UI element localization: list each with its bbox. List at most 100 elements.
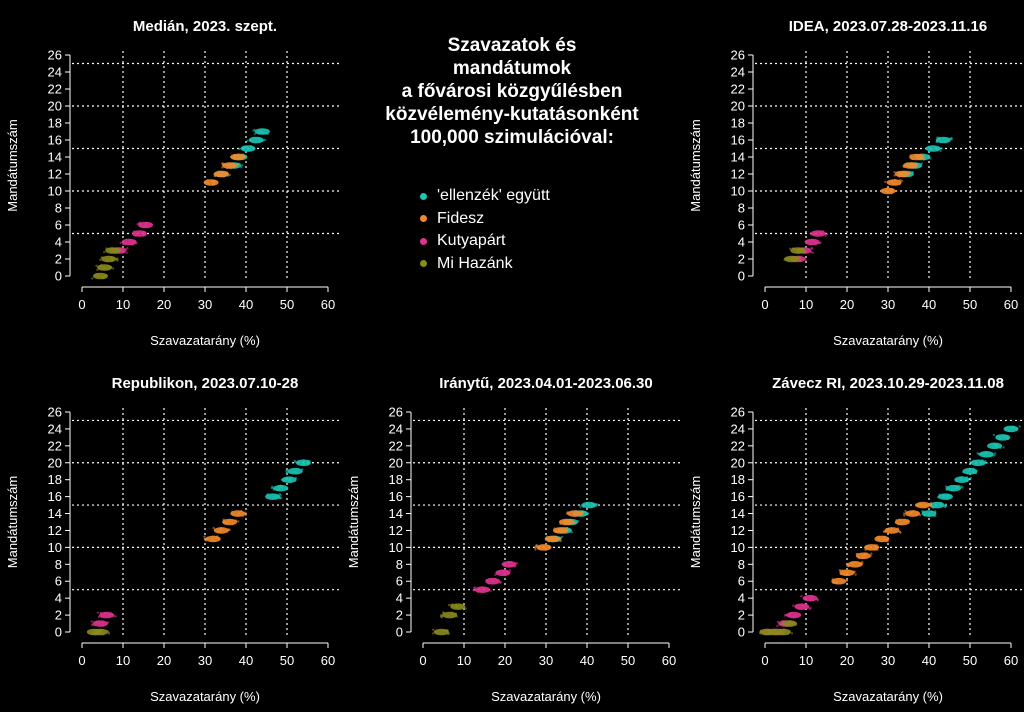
- data-point-scatter: [221, 162, 224, 165]
- data-point-scatter: [844, 570, 848, 574]
- data-point-scatter: [204, 539, 208, 542]
- data-point-scatter: [899, 174, 903, 178]
- data-point-scatter: [945, 494, 949, 498]
- y-tick-label: 22: [48, 82, 62, 97]
- data-point-scatter: [260, 139, 263, 143]
- data-point-scatter: [798, 259, 801, 262]
- y-tick-label: 14: [48, 150, 62, 165]
- data-point-scatter: [114, 615, 117, 618]
- data-point-scatter: [935, 140, 939, 143]
- y-tick-label: 20: [731, 99, 745, 114]
- data-point-scatter: [212, 183, 216, 186]
- data-point-scatter: [102, 624, 105, 627]
- data-point-scatter: [564, 531, 568, 534]
- data-point-scatter: [489, 589, 492, 593]
- data-point-scatter: [772, 628, 776, 632]
- data-point-scatter: [1002, 446, 1005, 449]
- data-point-scatter: [966, 477, 970, 481]
- data-point-scatter: [145, 221, 149, 225]
- x-axis-label: Szavazatarány (%): [833, 333, 943, 348]
- y-tick-label: 24: [48, 421, 62, 436]
- data-point-scatter: [915, 162, 918, 166]
- data-point-scatter: [920, 162, 924, 165]
- x-tick-label: 40: [239, 297, 253, 312]
- data-point-scatter: [232, 153, 235, 157]
- y-tick-label: 10: [48, 540, 62, 555]
- data-point-scatter: [943, 139, 947, 143]
- data-point-scatter: [233, 165, 236, 168]
- legend-item: Fidesz: [420, 208, 550, 231]
- chart-panel: Závecz RI, 2023.10.29-2023.11.0802468101…: [688, 375, 1023, 704]
- data-point-scatter: [1007, 429, 1010, 433]
- data-point-scatter: [558, 530, 561, 533]
- data-point-scatter: [883, 535, 887, 539]
- data-point-scatter: [434, 631, 437, 634]
- data-point-scatter: [902, 512, 906, 515]
- data-point-scatter: [934, 510, 937, 513]
- data-point-scatter: [222, 521, 226, 525]
- data-point-scatter: [93, 620, 96, 624]
- x-tick-label: 40: [922, 297, 936, 312]
- data-point-scatter: [997, 445, 1000, 449]
- data-point-scatter: [210, 538, 214, 542]
- data-point-scatter: [919, 165, 922, 168]
- data-point-scatter: [212, 526, 215, 530]
- chart-panel: IDEA, 2023.07.28-2023.11.160246810121416…: [688, 18, 1023, 348]
- x-tick-label: 10: [799, 653, 813, 668]
- data-point-scatter: [227, 519, 231, 523]
- y-tick-label: 6: [738, 574, 745, 589]
- data-point-scatter: [211, 536, 214, 539]
- data-point-scatter: [809, 242, 813, 246]
- data-point-scatter: [253, 132, 257, 135]
- y-tick-label: 14: [731, 506, 745, 521]
- data-point-scatter: [455, 615, 458, 618]
- x-tick-label: 60: [321, 653, 335, 668]
- data-point-scatter: [911, 165, 915, 169]
- y-tick-label: 8: [396, 557, 403, 572]
- data-point-scatter: [811, 239, 814, 242]
- data-point-scatter: [225, 171, 229, 175]
- data-point-scatter: [787, 632, 790, 635]
- data-point-scatter: [306, 463, 310, 466]
- data-point-scatter: [479, 589, 483, 593]
- data-point-scatter: [938, 138, 941, 142]
- data-point-scatter: [232, 163, 235, 166]
- data-point-scatter: [885, 539, 888, 543]
- y-tick-label: 22: [48, 438, 62, 453]
- x-tick-label: 20: [157, 653, 171, 668]
- data-point-scatter: [546, 545, 550, 548]
- y-tick-label: 18: [731, 116, 745, 131]
- data-point-scatter: [238, 511, 241, 515]
- data-point-scatter: [97, 615, 101, 619]
- data-point-scatter: [96, 268, 99, 272]
- data-point-scatter: [149, 222, 152, 225]
- data-point-scatter: [889, 528, 893, 531]
- y-tick-label: 12: [48, 167, 62, 182]
- data-point-scatter: [969, 460, 972, 463]
- data-point-scatter: [284, 478, 287, 482]
- data-point-scatter: [997, 437, 1001, 440]
- data-point-scatter: [974, 463, 978, 466]
- y-tick-label: 2: [396, 608, 403, 623]
- data-point-scatter: [135, 242, 138, 245]
- y-tick-label: 24: [731, 421, 745, 436]
- data-point-scatter: [1014, 426, 1017, 430]
- data-point-scatter: [881, 189, 884, 192]
- legend-label: Mi Hazánk: [437, 254, 513, 272]
- data-point-scatter: [303, 462, 306, 466]
- y-tick-label: 20: [731, 455, 745, 470]
- data-point-scatter: [1005, 426, 1008, 429]
- data-point-scatter: [124, 242, 127, 245]
- data-point-scatter: [440, 616, 443, 619]
- data-point-scatter: [910, 161, 913, 165]
- y-tick-label: 4: [738, 591, 745, 606]
- data-point-scatter: [91, 277, 94, 280]
- x-tick-label: 0: [78, 653, 85, 668]
- y-tick-label: 0: [55, 269, 62, 284]
- data-point-scatter: [222, 518, 225, 521]
- data-point-scatter: [875, 543, 878, 547]
- legend-label: 'ellenzék' együtt: [437, 187, 550, 204]
- data-point-scatter: [815, 231, 819, 235]
- data-point-scatter: [563, 520, 567, 523]
- data-point-scatter: [792, 622, 796, 625]
